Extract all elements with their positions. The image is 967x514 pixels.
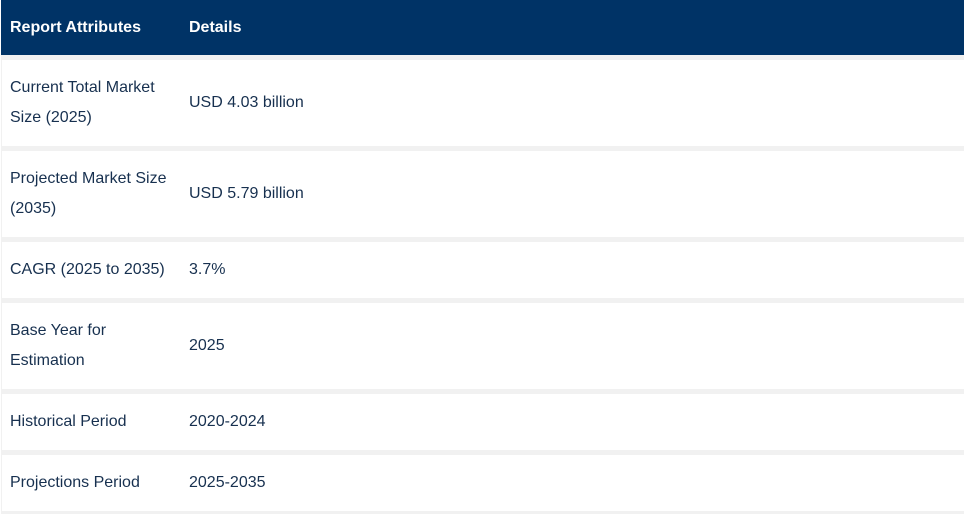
row-detail: 2020-2024 (189, 413, 266, 430)
header-details: Details (189, 19, 242, 36)
row-attribute: Historical Period (10, 413, 127, 430)
table-row: Base Year for Estimation 2025 (2, 303, 964, 389)
row-attribute: Projections Period (10, 474, 140, 491)
row-detail: 2025 (189, 337, 225, 354)
table-header: Report Attributes Details (1, 0, 964, 55)
table-row: Projected Market Size (2035) USD 5.79 bi… (2, 151, 964, 237)
row-attribute: CAGR (2025 to 2035) (10, 261, 165, 278)
row-detail: USD 5.79 billion (189, 185, 304, 202)
header-report-attributes: Report Attributes (10, 19, 141, 36)
table-row: CAGR (2025 to 2035) 3.7% (2, 242, 964, 298)
row-attribute: Current Total Market Size (2025) (10, 79, 155, 126)
table-row: Current Total Market Size (2025) USD 4.0… (2, 60, 964, 146)
row-detail: 3.7% (189, 261, 226, 278)
table-row: Historical Period 2020-2024 (2, 394, 964, 450)
row-detail: USD 4.03 billion (189, 94, 304, 111)
row-attribute: Base Year for Estimation (10, 322, 107, 369)
row-detail: 2025-2035 (189, 474, 266, 491)
row-attribute: Projected Market Size (2035) (10, 170, 167, 217)
table-row: Projections Period 2025-2035 (2, 455, 964, 511)
